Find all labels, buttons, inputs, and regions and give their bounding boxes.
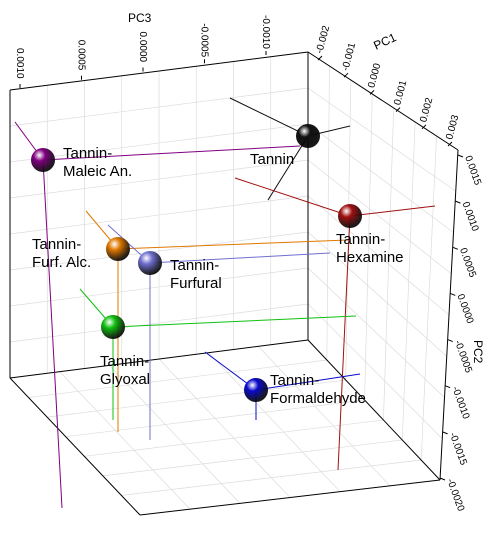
data-points: Tannin Tannin-Maleic An. Tannin-Hexamine Ta… xyxy=(31,124,404,407)
grid-line xyxy=(9,267,309,307)
projection-line xyxy=(117,239,349,250)
pc2-tick-mark xyxy=(442,431,448,435)
grid-line xyxy=(307,87,456,192)
pc2-tick-label: -0.0005 xyxy=(452,339,474,375)
point-marker xyxy=(101,315,125,339)
grid-line xyxy=(307,195,450,316)
projection-line xyxy=(255,373,361,391)
pc1-tick-label: 0.002 xyxy=(418,96,435,123)
point-marker xyxy=(138,251,162,275)
pc3-tick-label: -0.0010 xyxy=(260,15,271,49)
point-marker xyxy=(106,237,130,261)
grid-line xyxy=(208,352,341,492)
pc2-tick-label: -0.0015 xyxy=(447,431,469,467)
grid-line xyxy=(9,231,309,271)
pc2-tick-label: 0.0015 xyxy=(462,154,483,187)
pc1-tick-mark xyxy=(447,141,453,147)
grid-line xyxy=(158,358,291,498)
axis-edge xyxy=(9,339,309,379)
projection-line xyxy=(337,215,351,471)
projection-line xyxy=(149,252,331,264)
pc1-tick-mark xyxy=(395,107,401,112)
projection-line xyxy=(229,97,309,137)
grid-line xyxy=(59,371,191,510)
projection-line xyxy=(234,177,351,217)
pc2-tick-mark xyxy=(444,385,451,389)
pc3-tick-label: 0.0010 xyxy=(14,48,25,79)
grid-line xyxy=(109,365,241,504)
point-marker xyxy=(296,124,320,148)
pc2-tick-mark xyxy=(457,154,464,158)
pc1-tick-mark xyxy=(317,55,323,61)
pc2-tick-mark xyxy=(455,200,461,204)
grid-line xyxy=(307,231,447,357)
projection-line xyxy=(42,159,63,509)
projection-line xyxy=(112,315,357,328)
point-label: Tannin-Hexamine xyxy=(336,231,404,266)
pc2-tick-label: -0.0010 xyxy=(449,385,471,421)
grid-line xyxy=(9,87,309,127)
point-label: Tannin-Formaldehyde xyxy=(270,372,366,407)
pc3-axis-title: PC3 xyxy=(128,11,152,25)
point-label: Tannin-Furfural xyxy=(170,257,222,292)
point-label: Tannin-Glyoxal xyxy=(100,353,150,388)
axis-edge xyxy=(9,377,141,516)
grid-line xyxy=(9,159,309,199)
grid-line xyxy=(9,195,309,235)
point-label: Tannin-Furf. Alc. xyxy=(32,236,91,271)
pc1-tick-label: 0.003 xyxy=(444,113,461,140)
pc1-tick-label: -0.001 xyxy=(340,41,358,72)
grid-line xyxy=(9,123,309,163)
point-label: Tannin xyxy=(250,151,294,168)
grid-line xyxy=(307,123,454,233)
axis-edge xyxy=(9,51,309,91)
axis-edge xyxy=(307,339,441,481)
pc2-tick-mark xyxy=(439,477,446,481)
box-frame xyxy=(9,51,464,516)
pc1-axis-title: PC1 xyxy=(371,30,398,53)
projection-line xyxy=(267,135,309,201)
axis-edge xyxy=(307,51,459,151)
pc3-tick-label: 0.0000 xyxy=(137,32,148,63)
pc1-tick-label: -0.002 xyxy=(314,24,332,55)
point-label: Tannin-Maleic An. xyxy=(63,145,132,180)
pc2-tick-mark xyxy=(447,339,453,343)
pc2-tick-mark xyxy=(452,246,459,250)
pc2-axis-title: PC2 xyxy=(471,340,485,364)
pc2-tick-label: 0.0010 xyxy=(460,200,481,233)
pc2-tick-mark xyxy=(450,292,456,296)
grid-layer xyxy=(9,56,456,510)
pc1-tick-label: 0.000 xyxy=(366,62,383,89)
pc1-tick-mark xyxy=(343,72,349,78)
grid-line xyxy=(307,267,445,398)
projection-line xyxy=(42,145,301,161)
axis-edge xyxy=(139,479,441,516)
point-marker xyxy=(244,378,268,402)
point-marker xyxy=(338,204,362,228)
pc2-tick-label: 0.0005 xyxy=(457,247,478,280)
pc3-tick-label: 0.0005 xyxy=(76,40,87,71)
pc2-tick-label: 0.0000 xyxy=(454,293,475,326)
grid-line xyxy=(307,303,443,439)
pc1-tick-label: 0.001 xyxy=(392,79,409,106)
projection-line xyxy=(349,205,436,217)
pc1-tick-mark xyxy=(369,90,375,95)
pc1-tick-mark xyxy=(421,124,427,130)
grid-line xyxy=(258,346,391,487)
grid-line xyxy=(9,303,309,343)
grid-line xyxy=(307,159,452,275)
pc2-tick-label: -0.0020 xyxy=(444,477,466,513)
pc3-tick-label: -0.0005 xyxy=(199,23,210,57)
point-marker xyxy=(31,148,55,172)
axis-edge xyxy=(439,149,459,481)
